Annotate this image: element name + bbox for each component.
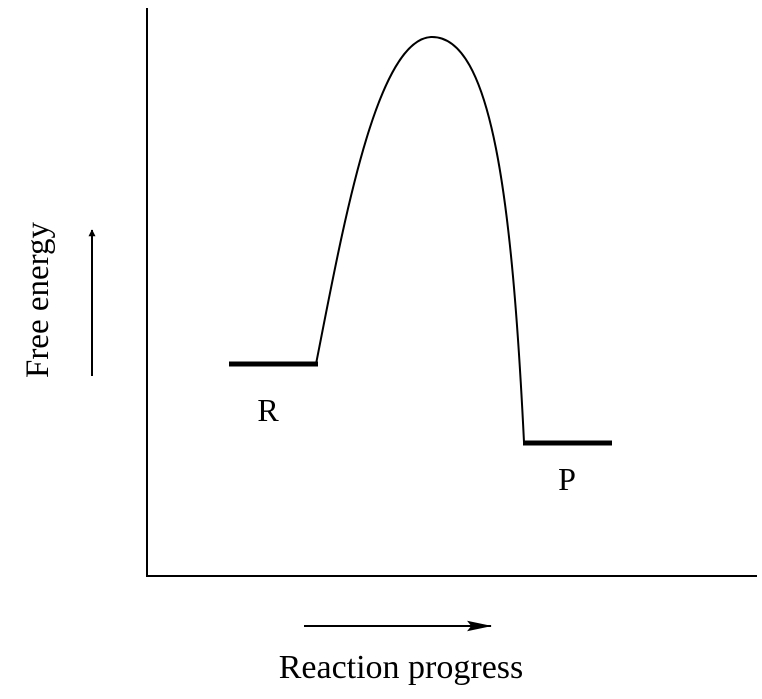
energy-curve [315, 35, 525, 443]
product-label: P [558, 461, 576, 497]
x-axis-label: Reaction progress [279, 649, 524, 686]
y-axis-label: Free energy [20, 221, 56, 378]
reactant-label: R [257, 392, 279, 428]
